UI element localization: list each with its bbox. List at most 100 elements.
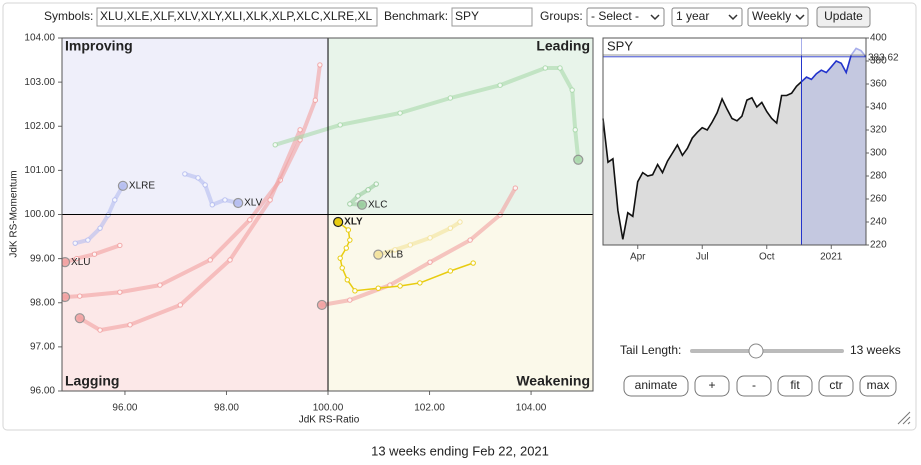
groups-select[interactable] [586, 7, 665, 27]
series-label: XLRE [129, 180, 155, 191]
spy-title-box [602, 37, 867, 56]
tail-point [355, 193, 361, 199]
tail-point [222, 197, 228, 203]
y-tick-label: 340 [870, 102, 887, 113]
tail-point [74, 255, 80, 262]
tail-point [157, 282, 163, 288]
update-button[interactable] [816, 6, 871, 28]
quadrant-label: Weakening [516, 373, 590, 389]
tail-length-value: 13 weeks [850, 343, 901, 357]
x-tick-label: Oct [759, 252, 775, 263]
control-button[interactable] [859, 375, 897, 397]
quadrant-label: Improving [65, 38, 133, 54]
tail-point [72, 240, 78, 246]
tail-head[interactable] [61, 291, 71, 303]
tail-head[interactable] [233, 197, 244, 209]
tail-point [97, 327, 103, 333]
tail-point [227, 257, 233, 263]
tail-point [397, 110, 403, 116]
tail-point [344, 277, 350, 283]
control-button[interactable] [818, 375, 854, 397]
caption: 13 weeks ending Feb 22, 2021 [371, 443, 549, 458]
tail-point [297, 127, 303, 133]
tail-point [457, 219, 463, 225]
tail-point [77, 293, 83, 299]
tail-length-label: Tail Length: [620, 343, 681, 357]
tail-point [347, 237, 353, 243]
update-button-text: Update [824, 9, 863, 23]
plot-border [61, 37, 594, 392]
tail-head[interactable] [316, 299, 328, 311]
tail-head[interactable] [61, 257, 71, 268]
tail-point [127, 322, 133, 328]
benchmark-value: SPY [455, 9, 479, 23]
control-button[interactable] [736, 375, 772, 397]
control-button[interactable] [623, 375, 689, 397]
tail-point [97, 225, 103, 231]
control-button[interactable] [694, 375, 730, 397]
control-button-text: - [752, 378, 756, 392]
x-tick-label: 96.00 [112, 403, 137, 414]
y-tick-label: 400 [870, 33, 887, 44]
y-tick-label: 260 [870, 194, 887, 205]
tail-point [467, 237, 473, 243]
benchmark-label: Benchmark: [384, 9, 448, 23]
dropdown-arrow [795, 14, 805, 21]
frequency-select[interactable] [747, 7, 809, 27]
tail-head[interactable] [356, 199, 368, 210]
tail-point [85, 237, 91, 243]
tail-point [572, 127, 578, 133]
resize-grip[interactable] [897, 411, 911, 425]
tail-point [337, 255, 343, 261]
tail-head[interactable] [117, 180, 129, 191]
quadrant-weakening [328, 214, 593, 391]
spy-chart: 383.62 220 240 260 280 300 320 340 360 380 400 Apr J… [602, 33, 899, 263]
y-tick-label: 240 [870, 217, 887, 228]
benchmark-input[interactable] [451, 7, 533, 27]
control-button-text: + [708, 378, 715, 392]
tail-point [470, 260, 476, 266]
y-tick-label: 280 [870, 171, 887, 182]
tail-point [337, 122, 343, 128]
rrg-chart: Improving Leading Lagging Weakening 96.00 98.… [24, 33, 594, 414]
tail-point [447, 225, 454, 231]
tail-head[interactable] [74, 313, 85, 324]
x-tick-label: Jul [696, 252, 709, 263]
tail-point [427, 259, 433, 265]
groups-label: Groups: [540, 9, 583, 23]
period-select[interactable] [671, 7, 743, 27]
tail-line [63, 243, 122, 265]
tail-head[interactable] [573, 154, 584, 165]
control-button[interactable] [777, 375, 813, 397]
highlight-area [801, 48, 866, 246]
dropdown-arrow [728, 14, 738, 21]
tail-point [182, 171, 188, 177]
tails: XLU XLRE XLV XLC XLB XLY [61, 62, 584, 333]
series-label: XLY [344, 217, 363, 228]
y-tick-label: 98.00 [30, 297, 55, 308]
tail-point [117, 242, 123, 249]
tail-head[interactable] [333, 216, 344, 228]
tail-head[interactable] [373, 249, 384, 260]
tail-point [339, 265, 345, 271]
symbols-input[interactable] [96, 7, 378, 27]
tail-point [195, 175, 201, 181]
tail-line [273, 66, 581, 162]
spy-title: SPY [607, 38, 633, 53]
x-tick-label: 98.00 [214, 403, 239, 414]
control-buttons: animate + - fit ctr max [623, 375, 897, 397]
tail-point [512, 185, 519, 191]
tail-slider-knob[interactable] [748, 343, 764, 359]
price-line [602, 81, 803, 240]
symbols-value: XLU,XLE,XLF,XLV,XLY,XLI,XLK,XLP,XLC,XLRE… [100, 9, 373, 23]
tail-point [312, 97, 319, 103]
tail-point [267, 197, 273, 203]
control-button-text: ctr [829, 378, 842, 392]
symbols-label: Symbols: [44, 9, 93, 23]
tail-point [352, 288, 358, 294]
y-tick-label: 360 [870, 79, 887, 90]
tail-point [447, 268, 454, 274]
y-tick-label: 320 [870, 125, 887, 136]
